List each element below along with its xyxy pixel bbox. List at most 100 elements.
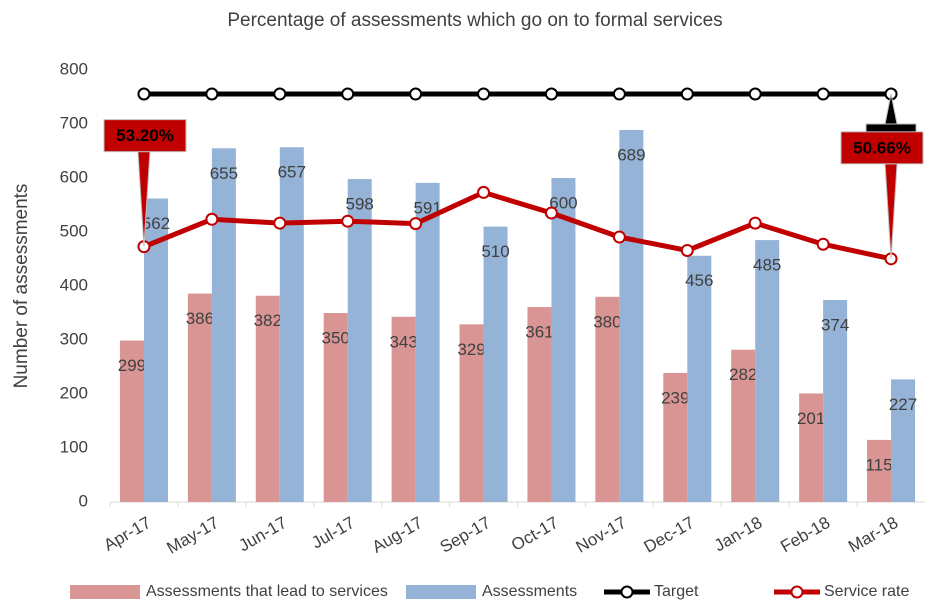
y-tick-label: 400 bbox=[60, 275, 88, 294]
bar-label: 598 bbox=[346, 195, 374, 214]
bar-label: 201 bbox=[797, 409, 825, 428]
y-tick-label: 800 bbox=[60, 59, 88, 78]
legend-label: Assessments that lead to services bbox=[146, 583, 388, 600]
bar bbox=[279, 147, 304, 502]
bar bbox=[119, 340, 144, 502]
x-tick-label: May-17 bbox=[164, 513, 223, 558]
bar bbox=[347, 179, 372, 502]
bar bbox=[731, 349, 756, 502]
line-marker bbox=[341, 214, 355, 228]
bar-label: 115 bbox=[865, 455, 892, 474]
bar bbox=[799, 393, 824, 502]
y-tick-label: 100 bbox=[60, 437, 88, 456]
line-marker bbox=[544, 87, 558, 101]
legend-swatch bbox=[70, 585, 140, 599]
y-axis-title: Number of assessments bbox=[11, 184, 32, 389]
bar bbox=[459, 324, 484, 502]
x-tick-label: Oct-17 bbox=[508, 513, 562, 555]
bar bbox=[823, 300, 848, 502]
x-tick-label: Sep-17 bbox=[437, 513, 494, 557]
bar-label: 329 bbox=[457, 340, 485, 359]
y-tick-label: 500 bbox=[60, 221, 88, 240]
bar bbox=[527, 307, 552, 502]
line-marker bbox=[205, 212, 219, 226]
legend-marker bbox=[620, 585, 634, 599]
bar bbox=[415, 182, 440, 503]
bar bbox=[755, 240, 780, 502]
legend-marker bbox=[790, 585, 804, 599]
bar-label: 600 bbox=[549, 193, 577, 212]
bar bbox=[483, 226, 508, 502]
line-marker bbox=[341, 87, 355, 101]
line-marker bbox=[477, 87, 491, 101]
data-label: 50.66% bbox=[853, 138, 911, 157]
x-tick-label: Dec-17 bbox=[641, 513, 698, 557]
bar-label: 386 bbox=[186, 309, 214, 328]
line-marker bbox=[816, 87, 830, 101]
line-marker bbox=[273, 87, 287, 101]
line-marker bbox=[544, 206, 558, 220]
line-marker bbox=[409, 217, 423, 231]
line-marker bbox=[612, 87, 626, 101]
bar bbox=[619, 129, 644, 502]
bar bbox=[551, 178, 576, 502]
callout-pointer bbox=[884, 163, 898, 259]
bar-label: 282 bbox=[729, 365, 757, 384]
legend-swatch bbox=[406, 585, 476, 599]
legend-label: Target bbox=[654, 583, 699, 600]
bar-label: 343 bbox=[389, 332, 417, 351]
bar bbox=[663, 372, 688, 502]
legend-label: Service rate bbox=[824, 583, 909, 600]
bar-label: 510 bbox=[481, 242, 509, 261]
line-marker bbox=[409, 87, 423, 101]
line-marker bbox=[137, 87, 151, 101]
bar bbox=[255, 295, 280, 502]
bar bbox=[687, 255, 712, 502]
line-marker bbox=[612, 230, 626, 244]
line-marker bbox=[477, 185, 491, 199]
bar bbox=[891, 379, 916, 502]
callout-box bbox=[103, 119, 187, 153]
bar-label: 227 bbox=[889, 395, 917, 414]
line-marker bbox=[205, 87, 219, 101]
bar-label: 350 bbox=[322, 328, 350, 347]
y-tick-label: 200 bbox=[60, 383, 88, 402]
y-tick-label: 300 bbox=[60, 329, 88, 348]
x-tick-label: Nov-17 bbox=[573, 513, 630, 557]
bar-label: 456 bbox=[685, 271, 713, 290]
line-marker bbox=[748, 216, 762, 230]
line-marker bbox=[748, 87, 762, 101]
bar bbox=[595, 296, 620, 502]
y-tick-label: 600 bbox=[60, 167, 88, 186]
bar-label: 689 bbox=[617, 145, 645, 164]
bar-label: 380 bbox=[593, 312, 621, 331]
bar-label: 382 bbox=[254, 311, 282, 330]
bar-label: 485 bbox=[753, 256, 781, 275]
x-tick-label: Mar-18 bbox=[845, 513, 901, 556]
x-tick-label: Feb-18 bbox=[777, 513, 833, 556]
bar bbox=[867, 439, 892, 502]
bar-label: 655 bbox=[210, 164, 238, 183]
x-tick-label: Jun-17 bbox=[236, 513, 291, 555]
y-tick-label: 0 bbox=[79, 491, 88, 510]
line-marker bbox=[273, 216, 287, 230]
bar bbox=[211, 148, 236, 503]
x-tick-label: Jul-17 bbox=[308, 513, 358, 553]
line-marker bbox=[816, 237, 830, 251]
bar-label: 361 bbox=[525, 323, 553, 342]
legend-label: Assessments bbox=[482, 583, 577, 600]
bar-label: 239 bbox=[661, 388, 689, 407]
line bbox=[143, 189, 892, 262]
bar bbox=[187, 293, 212, 502]
x-tick-label: Aug-17 bbox=[369, 513, 426, 557]
bar-label: 562 bbox=[142, 214, 170, 233]
bar-label: 657 bbox=[278, 163, 306, 182]
bar bbox=[323, 313, 348, 502]
x-tick-label: Jan-18 bbox=[711, 513, 766, 555]
chart-title: Percentage of assessments which go on to… bbox=[227, 10, 722, 31]
line-marker bbox=[680, 243, 694, 257]
bar bbox=[391, 316, 416, 502]
x-tick-label: Apr-17 bbox=[101, 513, 155, 555]
line-marker bbox=[680, 87, 694, 101]
